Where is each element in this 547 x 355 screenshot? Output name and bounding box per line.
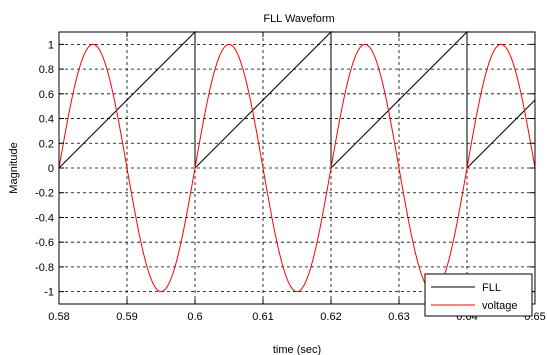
x-tick-label: 0.62 — [320, 311, 341, 323]
plot-area: 0.58 0.59 0.6 0.61 0.62 0.63 0.64 0.6510.80.60.… — [35, 30, 546, 323]
x-tick-label: 0.63 — [388, 311, 409, 323]
x-axis-label: time (sec) — [273, 344, 321, 355]
y-tick-label: -0.2 — [35, 188, 54, 200]
chart-title: FLL Waveform — [263, 13, 334, 25]
y-tick-label: 0.2 — [39, 138, 54, 150]
legend-box — [424, 273, 533, 317]
legend-label-fll: FLL — [482, 282, 501, 294]
y-tick-label: 0.6 — [39, 89, 54, 101]
y-tick-label: 1 — [48, 39, 54, 51]
y-tick-label: -0.8 — [35, 262, 54, 274]
y-tick-label: -0.4 — [35, 212, 54, 224]
y-axis-label: Magnitude — [8, 142, 20, 193]
x-tick-label: 0.6 — [187, 311, 202, 323]
y-tick-label: 0 — [48, 163, 54, 175]
x-tick-label: 0.58 — [48, 311, 69, 323]
series-line-fll — [58, 30, 536, 170]
series-layer — [58, 30, 536, 293]
y-tick-label: -0.6 — [35, 237, 54, 249]
y-tick-label: 0.4 — [39, 114, 54, 126]
x-tick-label: 0.61 — [252, 311, 273, 323]
y-tick-label: 0.8 — [39, 64, 54, 76]
legend-label-voltage: voltage — [482, 300, 517, 312]
legend: FLL voltage — [424, 273, 533, 317]
y-tick-label: -1 — [44, 287, 54, 299]
series-line-voltage — [58, 43, 536, 293]
x-tick-label: 0.59 — [116, 311, 137, 323]
